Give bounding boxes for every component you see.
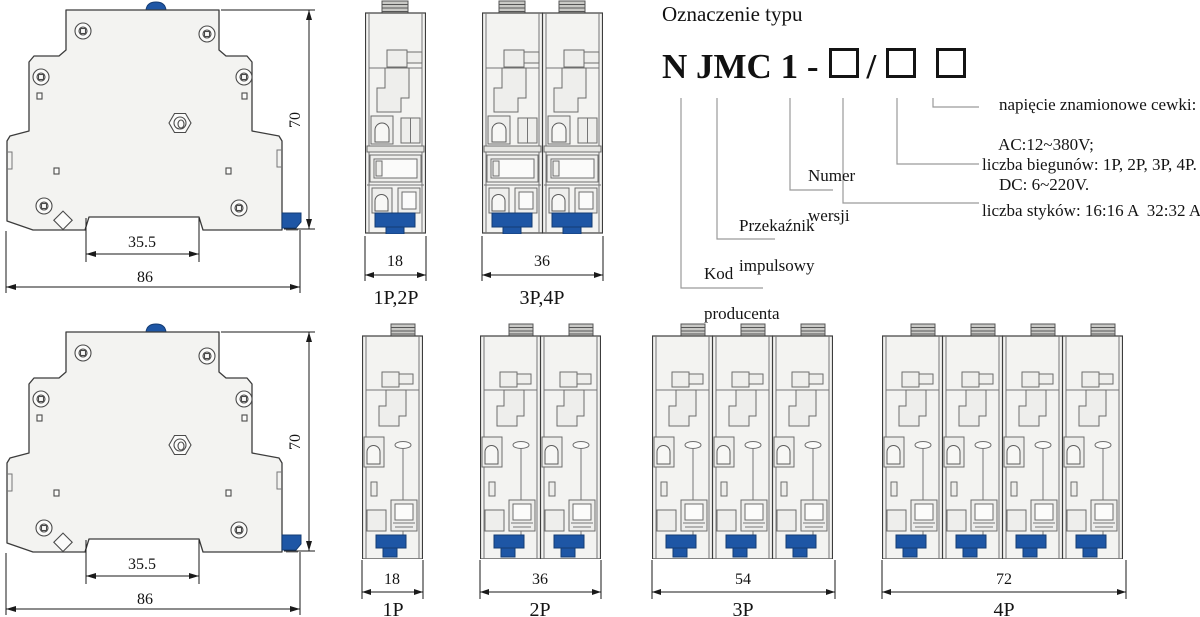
view-label: 3P,4P	[519, 287, 564, 309]
leader-poles	[896, 98, 979, 165]
callout-coil-line1: napięcie znamionowe cewki:	[999, 95, 1197, 114]
view-label: 4P	[993, 599, 1014, 617]
dim-value-height: 70	[287, 112, 304, 128]
leader-version	[789, 98, 833, 191]
section-title: Oznaczenie typu	[662, 2, 803, 26]
type-code-leader-lines	[680, 98, 979, 289]
dim-value: 18	[384, 571, 400, 588]
view-label: 2P	[529, 599, 550, 617]
view-label: 1P,2P	[373, 287, 418, 309]
placeholder-box-voltage	[936, 48, 967, 78]
callout-relay-line1: Przekaźnik	[739, 216, 815, 235]
callout-version: Numer wersji	[791, 146, 855, 246]
callout-vendor: Kod producenta	[687, 244, 780, 344]
leader-relay	[716, 98, 775, 240]
callout-version-line1: Numer	[808, 166, 856, 185]
callout-coil-voltage: napięcie znamionowe cewki: AC:12~380V; D…	[982, 75, 1196, 215]
placeholder-box-poles	[886, 48, 917, 78]
type-code: N JMC 1 - /	[662, 47, 967, 87]
view-label: 3P	[732, 599, 753, 617]
leader-voltage	[932, 98, 979, 108]
callout-version-line2: wersji	[808, 206, 850, 225]
side-view-top: 35.5 86 70	[5, 0, 315, 293]
placeholder-box-contacts	[828, 48, 859, 78]
callout-coil-line3: DC: 6~220V.	[999, 175, 1090, 194]
front-view-4p: 72 4P	[881, 310, 1127, 617]
leader-vendor	[680, 98, 763, 289]
dim-value: 36	[534, 253, 550, 270]
dim-value-notch: 35.5	[128, 234, 156, 251]
leader-contacts	[842, 98, 979, 204]
dim-value-height: 70	[287, 434, 304, 450]
side-view-bottom: 35.5 86 70	[5, 310, 315, 615]
callout-poles: liczba biegunów: 1P, 2P, 3P, 4P.	[982, 155, 1197, 174]
front-view-2p: 36 2P	[479, 310, 602, 617]
front-view-1p: 18 1P	[361, 310, 424, 617]
dim-total-width: 86	[5, 230, 301, 293]
front-view-1p2p: 18 1P,2P	[364, 0, 427, 309]
dim-height: 70	[221, 331, 315, 552]
dim-notch-width: 35.5	[85, 218, 200, 262]
dim-height: 70	[221, 9, 315, 230]
callout-coil-line2: AC:12~380V;	[998, 135, 1094, 154]
front-view-3p: 54 3P	[651, 310, 836, 617]
dim-value: 72	[996, 571, 1012, 588]
dim-value-notch: 35.5	[128, 556, 156, 573]
view-label: 1P	[382, 599, 403, 617]
callout-relay: Przekaźnik impulsowy	[722, 196, 815, 296]
dim-value: 36	[532, 571, 548, 588]
callout-contacts: liczba styków: 16:16 A 32:32 A	[982, 201, 1200, 220]
callout-relay-line2: impulsowy	[739, 256, 815, 275]
dim-value-width: 86	[137, 591, 153, 608]
dim-notch-width: 35.5	[85, 540, 200, 584]
callout-vendor-line2: producenta	[704, 304, 780, 323]
front-view-3p4p: 36 3P,4P	[481, 0, 604, 309]
type-code-slash: /	[866, 47, 877, 86]
dim-value-width: 86	[137, 269, 153, 286]
type-code-prefix: N JMC 1 -	[662, 47, 819, 86]
callout-vendor-line1: Kod	[704, 264, 734, 283]
dim-value: 54	[735, 571, 751, 588]
dim-value: 18	[387, 253, 403, 270]
dim-total-width: 86	[5, 552, 301, 615]
